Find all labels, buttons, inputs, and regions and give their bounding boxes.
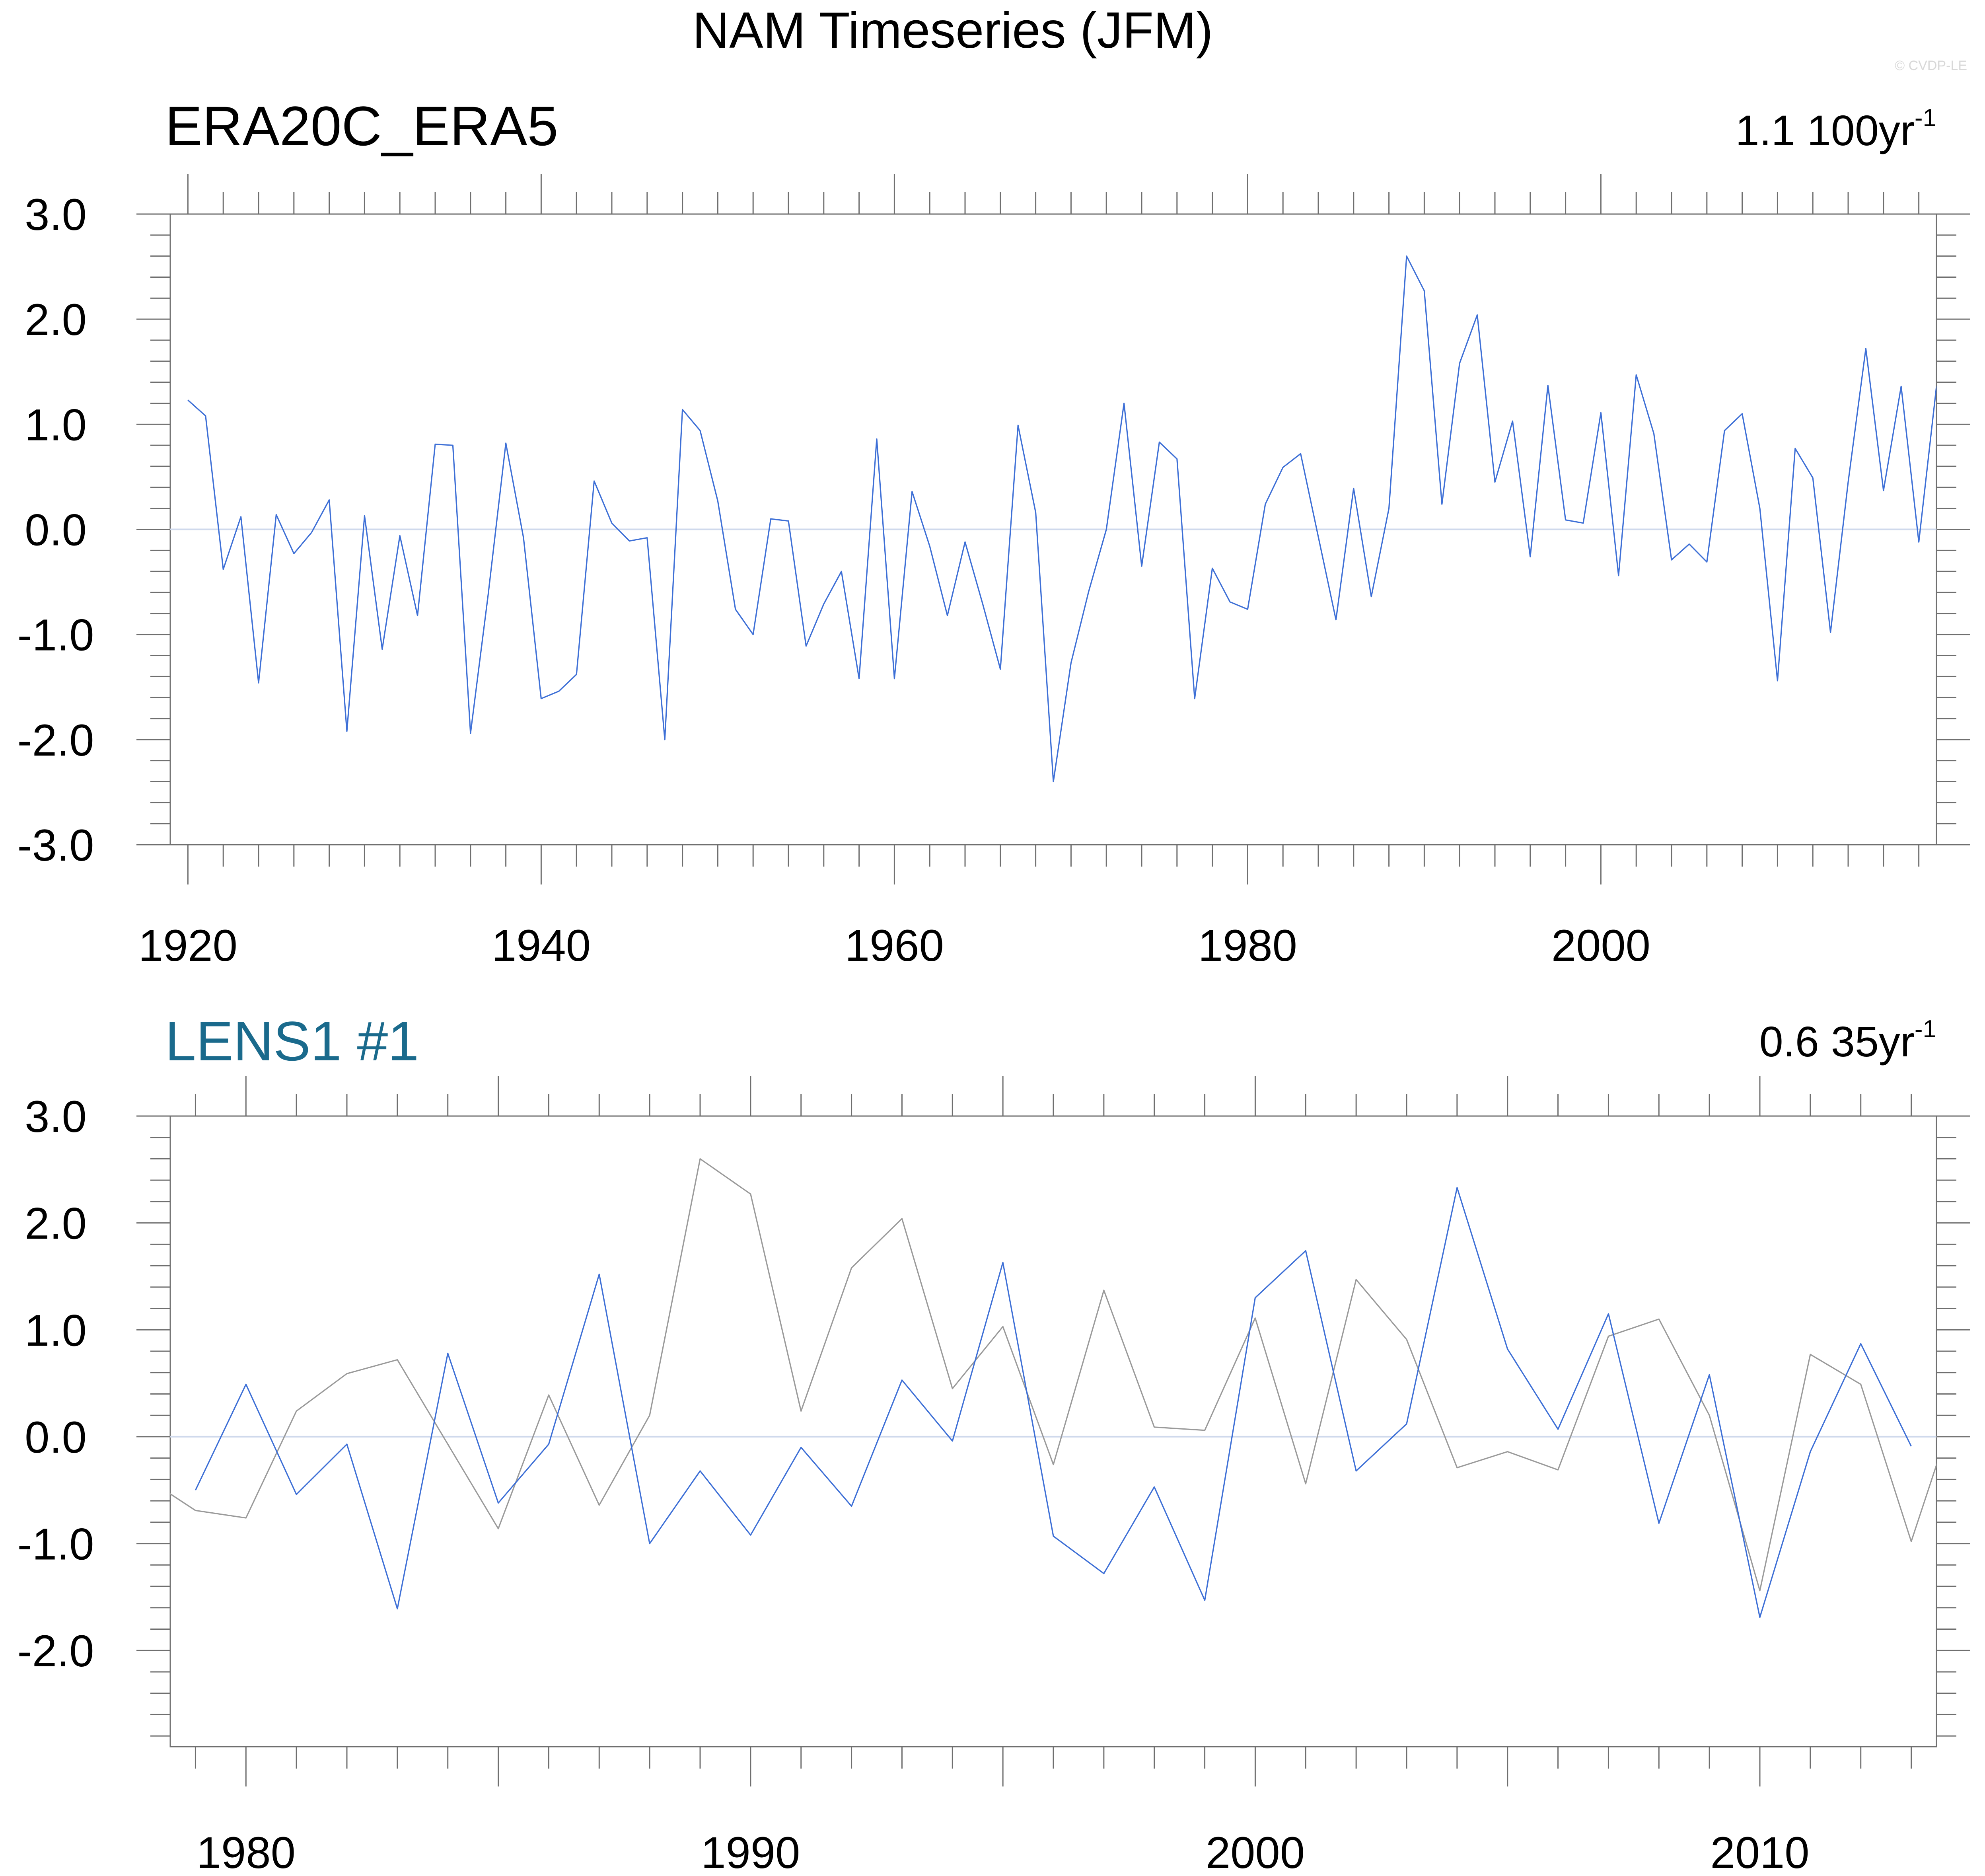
y-tick-label: -2.0: [18, 1626, 94, 1676]
panel2-trend: 0.6 35yr-1: [1759, 1015, 1936, 1066]
x-tick-label: 1960: [845, 921, 944, 970]
panel2-trend-value: 0.6 35yr: [1759, 1017, 1915, 1066]
y-tick-label: -3.0: [18, 820, 94, 870]
x-tick-label: 1940: [492, 921, 591, 970]
panel1-trend-exponent: -1: [1915, 104, 1936, 132]
y-tick-label: 3.0: [25, 190, 87, 240]
panel-era20c-era5: ERA20C_ERA5 1.1 100yr-1 -3.0 -2.0 -1.0 0.0 1…: [18, 95, 1970, 970]
x-tick-label: 1980: [197, 1828, 296, 1876]
panel1-trend-value: 1.1 100yr: [1736, 106, 1915, 154]
y-tick-label: 0.0: [25, 505, 87, 555]
y-tick-label: -1.0: [18, 1520, 94, 1569]
figure-title: NAM Timeseries (JFM): [693, 2, 1213, 59]
series-line-2: [195, 1187, 1912, 1618]
y-tick-label: 2.0: [25, 1199, 87, 1249]
panel2-title: LENS1 #1: [165, 1010, 419, 1072]
panel2-trend-exponent: -1: [1915, 1015, 1936, 1043]
x-tick-label: 2000: [1551, 921, 1650, 970]
y-tick-label: 0.0: [25, 1412, 87, 1462]
x-tick-label: 1920: [138, 921, 237, 970]
panel1-title: ERA20C_ERA5: [165, 95, 558, 157]
panel-lens1: LENS1 #1 0.6 35yr-1 -2.0 -1.0 0.0 1.0 2.0 3.0…: [18, 1010, 1970, 1876]
y-tick-label: -2.0: [18, 715, 94, 765]
x-tick-label: 1990: [701, 1828, 800, 1876]
x-tick-label: 2000: [1206, 1828, 1305, 1876]
x-tick-label: 1980: [1198, 921, 1297, 970]
panel1-trend: 1.1 100yr-1: [1736, 104, 1936, 154]
series-line-1: [187, 255, 1936, 783]
panel2-plot-area: -2.0 -1.0 0.0 1.0 2.0 3.0 1980 1990 2000 2010: [18, 1076, 1970, 1876]
y-tick-label: 3.0: [25, 1092, 87, 1142]
y-tick-label: 1.0: [25, 400, 87, 450]
panel1-plot-area: -3.0 -2.0 -1.0 0.0 1.0 2.0 3.0 1920 1940 1960 1980…: [18, 174, 1970, 970]
y-tick-label: -1.0: [18, 610, 94, 660]
y-tick-label: 1.0: [25, 1305, 87, 1355]
series-line-1: [170, 1158, 1936, 1592]
watermark: © CVDP-LE: [1895, 58, 1967, 73]
y-tick-label: 2.0: [25, 295, 87, 345]
x-tick-label: 2010: [1710, 1828, 1809, 1876]
plot-frame: [169, 1115, 1937, 1747]
